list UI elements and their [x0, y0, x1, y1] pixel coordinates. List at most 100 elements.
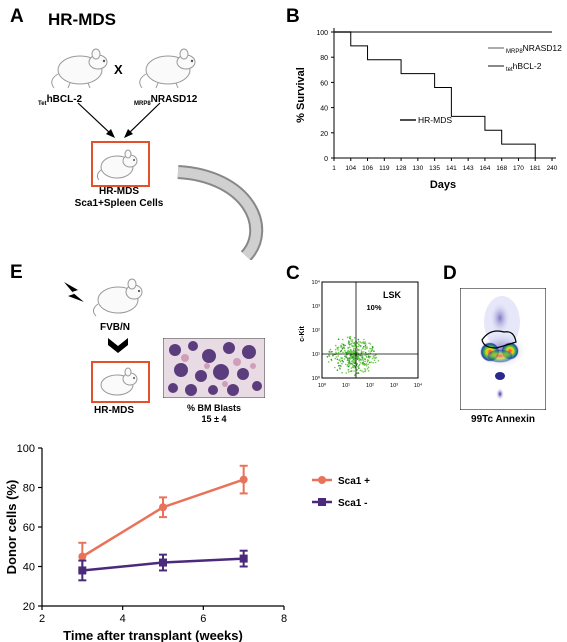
e-x-tick-label: 8: [281, 613, 287, 625]
b-x-tick-label: 1: [332, 165, 336, 172]
c-event-dot: [365, 364, 368, 367]
c-event-dot: [368, 361, 371, 364]
c-event-dot: [356, 358, 359, 360]
b-legend-name: hBCL-2: [513, 61, 542, 71]
panel-c-letter: C: [286, 263, 300, 284]
mouse-icon-mrp8-nrasd12: [139, 48, 196, 89]
c-event-dot: [362, 360, 365, 362]
e-x-axis-label: Time after transplant (weeks): [63, 628, 243, 642]
c-x-tick-label: 10³: [390, 383, 398, 389]
c-y-tick-label: 10¹: [312, 352, 320, 358]
donor-cells-chart: 20 40 60 80 100 2 4 6 8 Time after transplant (we…: [4, 443, 287, 642]
c-event-dot: [329, 348, 332, 351]
c-event-dot: [373, 350, 375, 352]
c-event-dot: [363, 357, 366, 360]
mouse-icon-hr-mds-2: [100, 367, 138, 396]
c-event-dot: [351, 356, 354, 358]
e-y-tick-label: 80: [23, 483, 35, 495]
c-event-dot: [341, 371, 343, 374]
c-x-tick-label: 10¹: [342, 383, 350, 389]
b-x-tick-label: 106: [362, 165, 373, 172]
mouse-icon-fvbn: [92, 278, 143, 317]
panel-a-title: HR-MDS: [48, 10, 116, 29]
b-legend-sub: MRP8: [506, 49, 523, 55]
c-event-dot: [370, 361, 372, 363]
c-event-dot: [364, 369, 367, 371]
c-event-dot: [338, 367, 341, 369]
c-event-dot: [368, 342, 370, 344]
c-event-dot: [342, 351, 344, 354]
c-event-dot: [349, 350, 352, 352]
c-event-dot: [357, 345, 360, 348]
c-event-dot: [353, 355, 356, 358]
c-event-dot: [350, 367, 353, 369]
c-event-dot: [328, 354, 330, 356]
c-event-dot: [347, 365, 350, 368]
bm-blasts-label: % BM Blasts 15 ± 4: [163, 403, 265, 425]
c-event-dot: [350, 370, 353, 372]
survival-chart: 0 20 40 60 80 100 1 104 106 119 128 130 135 141 143 164…: [295, 28, 562, 191]
hr-mds-transplant-box: [91, 361, 150, 403]
c-event-dot: [353, 364, 355, 367]
b-y-tick-label: 60: [320, 80, 328, 87]
b-x-tick-label: 240: [547, 165, 558, 172]
b-y-tick-label: 20: [320, 131, 328, 138]
c-event-dot: [370, 348, 372, 350]
c-event-dot: [326, 356, 329, 358]
c-event-dot: [367, 370, 370, 372]
bone-marrow-smear-image: [163, 338, 265, 398]
mouse-right-label: MRP8NRASD12: [134, 94, 197, 107]
c-event-dot: [352, 360, 354, 363]
e-point: [239, 554, 248, 563]
c-event-dot: [345, 356, 348, 358]
recipient-label: FVB/N: [100, 322, 130, 333]
b-x-tick-label: 170: [513, 165, 524, 172]
b-legend-label: MRP8NRASD12: [506, 43, 562, 55]
c-event-dot: [358, 360, 360, 362]
c-event-dot: [348, 351, 350, 353]
b-legend-label: HR-MDS: [418, 115, 452, 125]
c-event-dot: [353, 342, 356, 344]
hr-mds-result-label: HR-MDS Sca1+Spleen Cells: [60, 186, 178, 210]
c-event-dot: [362, 347, 364, 350]
c-event-dot: [357, 349, 359, 351]
c-event-dot: [353, 351, 355, 354]
panel-a-diagram: [51, 48, 264, 260]
c-event-dot: [353, 345, 355, 347]
c-event-dot: [369, 355, 372, 358]
c-event-dot: [366, 347, 368, 350]
c-y-axis-label: c-Kit: [299, 326, 306, 342]
c-event-dot: [361, 370, 363, 372]
c-event-dot: [347, 363, 349, 366]
e-x-tick-label: 2: [39, 613, 45, 625]
curved-arrow-icon: [177, 165, 264, 260]
c-event-dot: [347, 361, 350, 364]
c-event-dot: [353, 337, 356, 339]
c-event-dot: [357, 352, 359, 354]
c-event-dot: [353, 370, 355, 372]
c-event-dot: [351, 339, 354, 341]
c-event-dot: [363, 338, 365, 341]
mouse-right-sub: MRP8: [134, 101, 151, 107]
c-x-tick-label: 10⁰: [318, 382, 327, 389]
c-event-dot: [346, 365, 349, 367]
e-x-tick-label: 4: [120, 613, 126, 625]
c-event-dot: [343, 347, 346, 350]
c-event-dot: [368, 356, 370, 358]
c-event-dot: [362, 361, 364, 364]
mouse-left-name: hBCL-2: [46, 94, 83, 105]
c-event-dot: [353, 374, 356, 377]
c-event-dot: [359, 369, 362, 372]
c-event-dot: [365, 343, 367, 345]
c-event-dot: [345, 363, 347, 366]
c-event-dot: [340, 349, 343, 352]
c-event-dot: [362, 358, 364, 361]
e-y-tick-label: 100: [17, 443, 35, 455]
c-event-dot: [344, 344, 347, 347]
e-y-tick-label: 60: [23, 522, 35, 534]
mouse-icon-hr-mds: [96, 149, 138, 181]
c-event-dot: [346, 336, 349, 339]
b-y-tick-label: 80: [320, 55, 328, 62]
c-event-dot: [344, 355, 346, 357]
c-event-dot: [374, 357, 377, 360]
